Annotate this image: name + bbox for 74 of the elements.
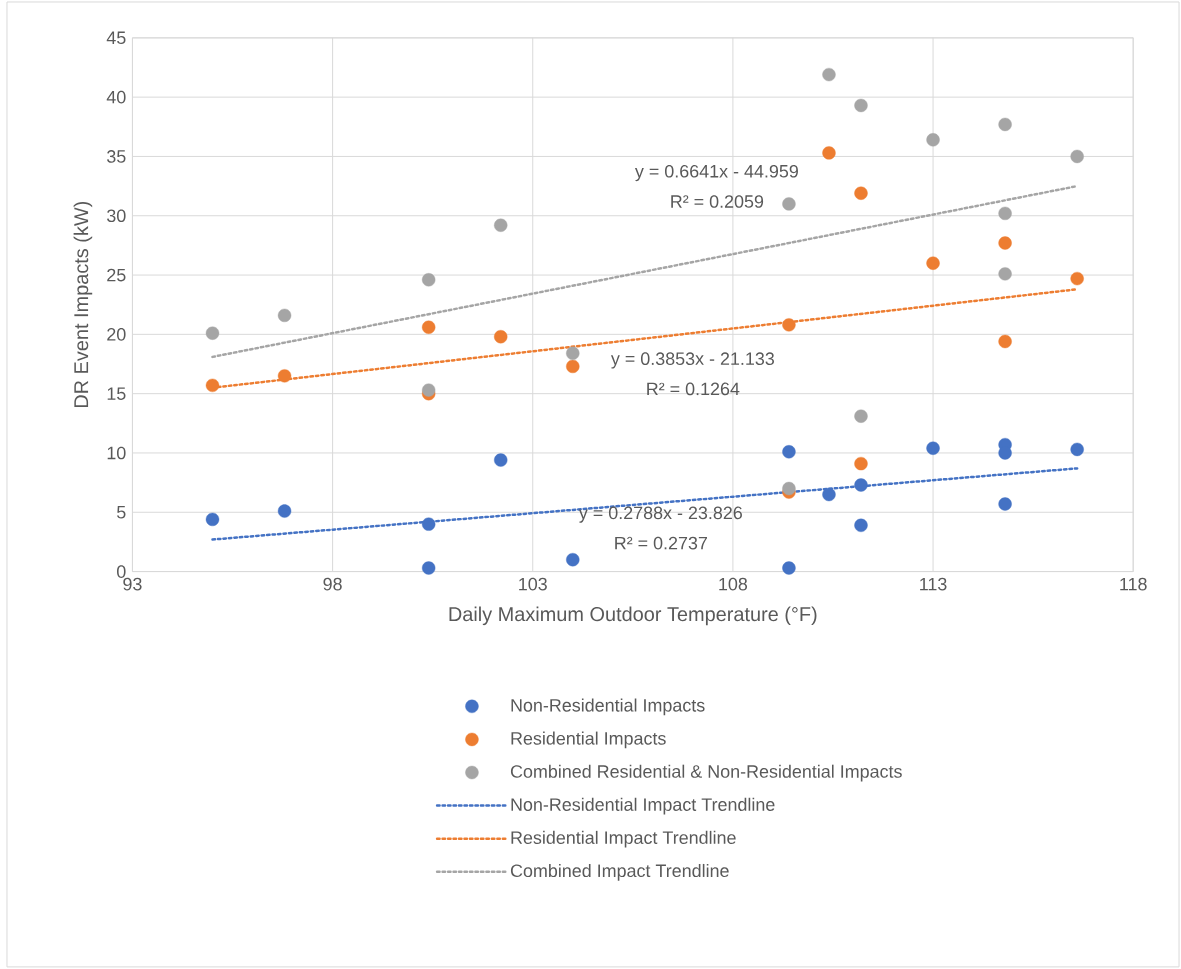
point: [421, 561, 436, 575]
point: [782, 197, 796, 211]
annotation: y = 0.2788x - 23.826: [578, 506, 742, 523]
point: [1070, 149, 1084, 164]
annotation: R² = 0.2059: [671, 195, 764, 208]
point: [926, 441, 940, 455]
legend-label: Residential Impact Trendline: [511, 830, 736, 848]
x-tick-label: 108: [719, 577, 748, 591]
y-tick-label: 45: [106, 31, 126, 45]
annotation: R² = 0.2737: [615, 536, 707, 550]
point: [998, 334, 1012, 349]
x-tick-label: 93: [123, 577, 142, 591]
y-tick-label: 0: [117, 565, 126, 578]
y-tick-label: 15: [107, 387, 126, 400]
point: [205, 512, 220, 527]
point: [782, 481, 796, 496]
legend-label: Residential Impacts: [511, 731, 666, 749]
point: [926, 256, 940, 270]
point: [854, 186, 868, 200]
point: [822, 487, 836, 502]
point: [998, 446, 1012, 460]
y-tick-label: 5: [117, 506, 126, 519]
point: [494, 330, 508, 344]
point: [277, 308, 292, 323]
point: [854, 518, 868, 533]
point: [1070, 442, 1084, 457]
point: [421, 517, 436, 531]
x-tick-label: 103: [519, 577, 547, 591]
point: [854, 98, 868, 113]
y-tick-label: 10: [107, 446, 126, 460]
point: [421, 273, 436, 287]
y-tick-label: 40: [106, 90, 126, 104]
point: [998, 117, 1012, 132]
legend-label: Non-Residential Impact Trendline: [511, 797, 775, 815]
point: [822, 67, 836, 82]
y-tick-label: 35: [107, 150, 126, 163]
point: [998, 236, 1012, 250]
point: [854, 478, 868, 492]
x-tick-label: 113: [920, 577, 947, 591]
y-tick-label: 30: [107, 209, 126, 223]
point: [926, 133, 940, 147]
point: [1070, 271, 1084, 286]
y-tick-label: 20: [107, 328, 126, 341]
point: [494, 453, 508, 467]
x-axis-title: Daily Maximum Outdoor Temperature (°F): [449, 606, 817, 626]
point: [998, 497, 1012, 511]
point: [566, 359, 580, 374]
point: [205, 378, 220, 393]
annotation: y = 0.6641x - 44.959: [634, 164, 798, 182]
y-tick-label: 25: [107, 268, 126, 282]
point: [421, 383, 436, 397]
legend-label: Combined Impact Trendline: [510, 863, 729, 881]
point: [277, 504, 292, 518]
point: [998, 206, 1012, 221]
point: [854, 457, 868, 471]
point: [205, 326, 220, 340]
legend-label: Non-Residential Impacts: [511, 698, 705, 716]
legend-label: Combined Residential & Non-Residential Impacts: [510, 764, 902, 782]
point: [782, 445, 796, 459]
annotation: y = 0.3853x - 21.133: [610, 352, 775, 369]
point: [998, 267, 1012, 281]
point: [822, 146, 836, 160]
point: [494, 218, 508, 232]
point: [854, 409, 868, 423]
point: [782, 318, 796, 332]
y-axis-title: DR Event Impacts (kW): [73, 201, 93, 408]
point: [421, 320, 436, 334]
point: [566, 346, 580, 361]
point: [277, 369, 292, 383]
annotation: R² = 0.1264: [647, 382, 740, 396]
x-tick-label: 98: [323, 577, 342, 591]
point: [566, 553, 580, 567]
x-tick-label: 118: [1120, 577, 1147, 591]
point: [782, 561, 796, 575]
